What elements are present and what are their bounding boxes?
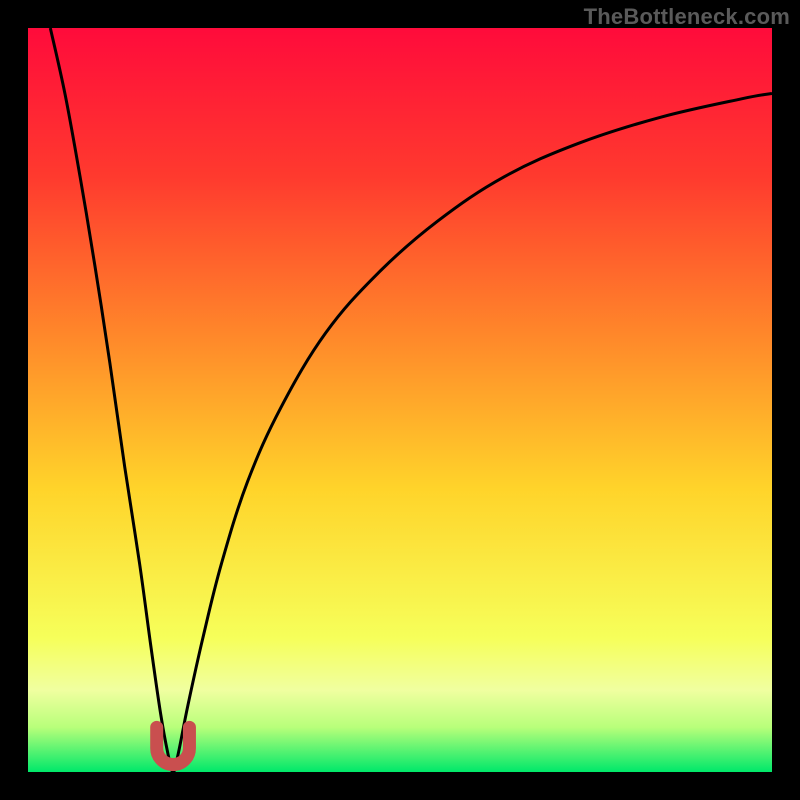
plot-area (28, 28, 772, 772)
bottleneck-chart (28, 28, 772, 772)
gradient-background (28, 28, 772, 772)
chart-frame: TheBottleneck.com (0, 0, 800, 800)
watermark-text: TheBottleneck.com (584, 4, 790, 30)
